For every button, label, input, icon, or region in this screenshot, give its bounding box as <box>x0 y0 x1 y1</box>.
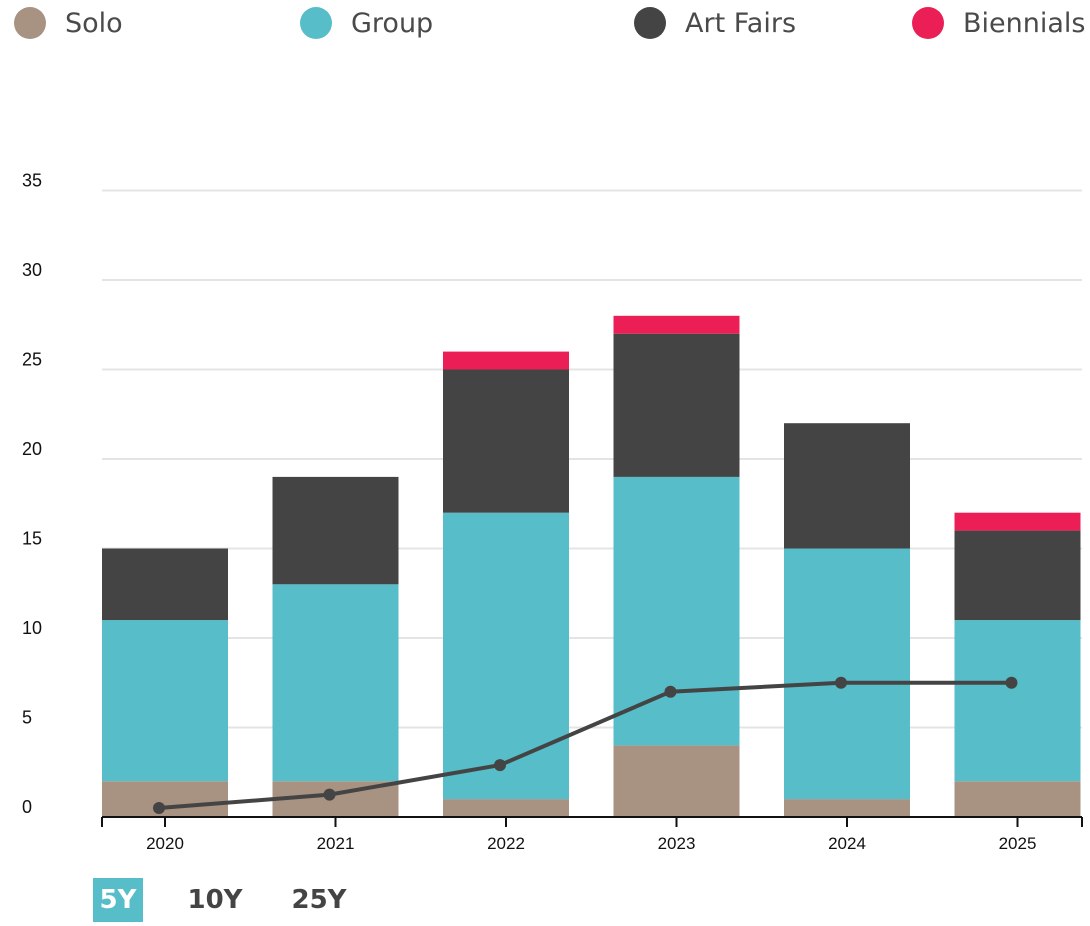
legend-label-solo: Solo <box>65 7 123 39</box>
range-5y-button[interactable]: 5Y <box>93 878 143 922</box>
x-tick-label-2023: 2023 <box>658 834 696 853</box>
bar-segment-solo-2022[interactable] <box>443 799 569 817</box>
bar-segment-art_fairs-2024[interactable] <box>784 423 910 549</box>
x-tick-label-2022: 2022 <box>487 834 525 853</box>
bar-segment-art_fairs-2023[interactable] <box>613 333 740 477</box>
y-tick-label: 15 <box>22 529 42 549</box>
y-tick-label: 30 <box>22 260 42 280</box>
bar-segment-art_fairs-2020[interactable] <box>102 548 228 621</box>
trend-point-2024[interactable] <box>835 676 847 689</box>
chart-legend: Solo Group Art Fairs Biennials <box>0 0 1090 48</box>
legend-dot-group-icon <box>300 7 332 39</box>
y-tick-label: 20 <box>22 439 42 459</box>
range-25y-button[interactable]: 25Y <box>291 885 347 915</box>
bar-segment-group-2020[interactable] <box>102 620 228 782</box>
legend-item-biennials[interactable]: Biennials <box>912 6 1085 40</box>
bar-segment-group-2021[interactable] <box>272 584 399 782</box>
legend-label-art-fairs: Art Fairs <box>685 7 797 39</box>
bar-segment-solo-2025[interactable] <box>954 781 1081 817</box>
x-tick-label-2020: 2020 <box>146 834 184 853</box>
legend-item-art-fairs[interactable]: Art Fairs <box>634 6 796 40</box>
trend-point-2022[interactable] <box>494 759 506 772</box>
x-tick-label-2021: 2021 <box>317 834 355 853</box>
trend-point-2021[interactable] <box>323 788 336 801</box>
bar-segment-biennials-2022[interactable] <box>443 351 569 370</box>
grid-lines <box>102 189 1082 729</box>
legend-dot-biennials-icon <box>912 7 944 39</box>
trend-point-2025[interactable] <box>1005 676 1018 689</box>
x-tick-label-2024: 2024 <box>828 834 866 853</box>
trend-point-2020[interactable] <box>153 802 165 815</box>
bar-segment-group-2024[interactable] <box>784 548 910 800</box>
trend-point-2023[interactable] <box>664 685 677 698</box>
legend-item-group[interactable]: Group <box>300 6 433 40</box>
y-tick-label: 10 <box>22 618 42 638</box>
bar-segment-group-2022[interactable] <box>443 512 569 800</box>
legend-item-solo[interactable]: Solo <box>14 6 123 40</box>
bar-segment-biennials-2025[interactable] <box>954 512 1081 531</box>
x-axis: 2020 2021 2022 2023 2024 2025 <box>101 816 1083 853</box>
y-tick-label: 25 <box>22 350 42 370</box>
stacked-bars <box>102 315 1081 817</box>
bar-segment-art_fairs-2022[interactable] <box>443 369 569 513</box>
bar-segment-group-2025[interactable] <box>954 620 1081 782</box>
bar-segment-solo-2020[interactable] <box>102 781 228 817</box>
legend-dot-solo-icon <box>14 7 46 39</box>
bar-segment-art_fairs-2021[interactable] <box>272 476 399 585</box>
y-tick-label: 0 <box>22 797 32 817</box>
y-tick-label: 35 <box>22 171 42 191</box>
x-tick-label-2025: 2025 <box>999 834 1037 853</box>
y-tick-label: 5 <box>22 708 32 728</box>
legend-dot-art-fairs-icon <box>634 7 666 39</box>
trend-line <box>153 676 1018 815</box>
legend-label-group: Group <box>351 7 434 39</box>
bar-segment-group-2023[interactable] <box>613 476 740 746</box>
bar-segment-art_fairs-2025[interactable] <box>954 530 1081 621</box>
bar-segment-biennials-2023[interactable] <box>613 315 740 334</box>
legend-label-biennials: Biennials <box>963 7 1086 39</box>
range-10y-button[interactable]: 10Y <box>187 885 243 915</box>
trend-line-path <box>158 680 1012 811</box>
bar-segment-solo-2023[interactable] <box>613 745 740 817</box>
bar-segment-solo-2024[interactable] <box>784 799 910 817</box>
y-axis-ticks: 0 5 10 15 20 25 30 35 <box>22 171 42 818</box>
